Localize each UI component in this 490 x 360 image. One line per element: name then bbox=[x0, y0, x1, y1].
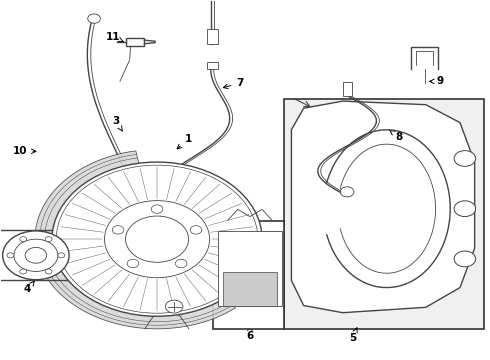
Text: 6: 6 bbox=[246, 325, 253, 341]
Text: 2: 2 bbox=[175, 306, 183, 319]
Bar bbox=[213, 221, 284, 329]
Circle shape bbox=[56, 165, 258, 313]
Bar bbox=[207, 30, 218, 44]
Circle shape bbox=[20, 237, 26, 242]
Circle shape bbox=[45, 237, 52, 242]
Circle shape bbox=[88, 14, 100, 23]
Text: 3: 3 bbox=[112, 116, 122, 131]
Circle shape bbox=[127, 259, 139, 268]
Circle shape bbox=[2, 231, 69, 280]
Circle shape bbox=[45, 269, 52, 274]
Circle shape bbox=[52, 162, 262, 316]
Polygon shape bbox=[35, 151, 236, 329]
Text: 7: 7 bbox=[223, 78, 244, 89]
Text: 5: 5 bbox=[349, 328, 357, 343]
Text: 8: 8 bbox=[390, 130, 403, 142]
Polygon shape bbox=[292, 101, 475, 313]
Circle shape bbox=[454, 251, 476, 267]
Bar bbox=[0, 230, 73, 280]
Bar bbox=[207, 62, 218, 69]
Circle shape bbox=[104, 201, 210, 278]
Circle shape bbox=[165, 300, 183, 313]
Bar bbox=[284, 99, 485, 329]
Bar bbox=[223, 273, 277, 306]
Text: 1: 1 bbox=[177, 134, 193, 149]
Circle shape bbox=[25, 247, 47, 263]
Circle shape bbox=[454, 150, 476, 166]
Bar bbox=[126, 38, 145, 45]
Bar bbox=[218, 231, 282, 306]
Circle shape bbox=[173, 201, 187, 211]
Text: 10: 10 bbox=[13, 146, 36, 156]
Text: 11: 11 bbox=[106, 32, 123, 42]
Circle shape bbox=[175, 259, 187, 268]
Bar bbox=[343, 82, 351, 96]
Circle shape bbox=[454, 201, 476, 217]
Circle shape bbox=[14, 239, 58, 271]
Circle shape bbox=[112, 226, 124, 234]
Circle shape bbox=[340, 187, 354, 197]
Circle shape bbox=[20, 269, 26, 274]
Text: 4: 4 bbox=[24, 281, 34, 294]
Circle shape bbox=[151, 205, 163, 213]
Circle shape bbox=[58, 253, 65, 258]
Circle shape bbox=[125, 216, 189, 262]
Text: 9: 9 bbox=[430, 76, 444, 86]
Circle shape bbox=[190, 226, 202, 234]
Circle shape bbox=[7, 253, 14, 258]
